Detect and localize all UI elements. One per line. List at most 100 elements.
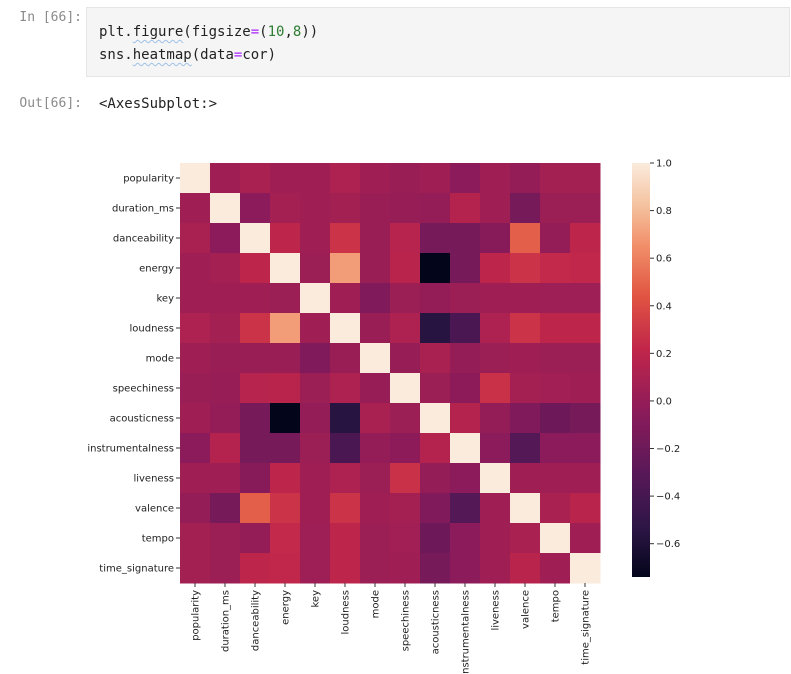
heatmap-cell	[480, 373, 511, 404]
y-tick-label: speechiness	[113, 384, 174, 395]
heatmap-cell	[330, 313, 361, 344]
y-tick-label: tempo	[142, 534, 174, 545]
heatmap-cell	[300, 343, 331, 374]
heatmap-cell	[300, 193, 331, 224]
heatmap-cell	[570, 493, 601, 524]
heatmap-cell	[540, 403, 571, 434]
heatmap-cell	[450, 403, 481, 434]
heatmap-cell	[330, 343, 361, 374]
colorbar-tick-label: −0.6	[656, 539, 680, 550]
heatmap-cell	[360, 523, 391, 554]
heatmap-cell	[510, 313, 541, 344]
heatmap-cell	[510, 523, 541, 554]
heatmap-cell	[330, 523, 361, 554]
heatmap-cell	[240, 253, 271, 284]
heatmap-cell	[540, 283, 571, 314]
heatmap-cell	[300, 283, 331, 314]
heatmap-cell	[210, 493, 241, 524]
heatmap-cell	[360, 463, 391, 494]
heatmap-cell	[450, 223, 481, 254]
heatmap-cell	[420, 223, 451, 254]
heatmap-cell	[240, 373, 271, 404]
heatmap-cell	[330, 373, 361, 404]
heatmap-cell	[360, 253, 391, 284]
heatmap-cell	[420, 283, 451, 314]
heatmap-cell	[270, 493, 301, 524]
heatmap-cell	[240, 163, 271, 194]
heatmap-cell	[330, 403, 361, 434]
heatmap-cell	[540, 463, 571, 494]
heatmap-cell	[180, 163, 211, 194]
heatmap-cell	[540, 373, 571, 404]
heatmap-cell	[510, 553, 541, 584]
heatmap-cell	[210, 193, 241, 224]
heatmap-cell	[510, 253, 541, 284]
heatmap-cell	[480, 553, 511, 584]
heatmap-cell	[240, 493, 271, 524]
code-cell[interactable]: plt.figure(figsize=(10,8)) sns.heatmap(d…	[86, 7, 790, 77]
heatmap-cell	[540, 193, 571, 224]
heatmap-cell	[450, 523, 481, 554]
y-tick-label: instrumentalness	[87, 444, 174, 455]
heatmap-cell	[270, 523, 301, 554]
heatmap-cell	[510, 163, 541, 194]
code-token-number: 10	[267, 24, 285, 40]
y-tick-label: liveness	[133, 474, 174, 485]
heatmap-cell	[480, 433, 511, 464]
code-token: (	[259, 24, 268, 40]
heatmap-cell	[570, 523, 601, 554]
x-tick-label: liveness	[491, 590, 502, 631]
heatmap-cell	[240, 283, 271, 314]
heatmap-cell	[450, 493, 481, 524]
heatmap-cell	[390, 373, 421, 404]
heatmap-cell	[240, 433, 271, 464]
x-tick-label: mode	[371, 590, 382, 618]
heatmap-cell	[210, 403, 241, 434]
heatmap-cell	[240, 223, 271, 254]
heatmap-cell	[570, 253, 601, 284]
code-token: plt.	[99, 24, 133, 40]
heatmap-cell	[390, 163, 421, 194]
colorbar-tick-label: 1.0	[656, 159, 672, 170]
heatmap-cell	[480, 223, 511, 254]
x-tick-label: popularity	[191, 590, 202, 641]
heatmap-cell	[450, 343, 481, 374]
heatmap-cell	[450, 193, 481, 224]
heatmap-cell	[180, 223, 211, 254]
code-token: (figsize	[183, 24, 251, 40]
x-tick-label: danceability	[251, 590, 262, 651]
heatmap-cell	[480, 523, 511, 554]
x-tick-label: valence	[521, 590, 532, 629]
heatmap-cell	[480, 253, 511, 284]
heatmap-cell	[360, 343, 391, 374]
heatmap-cell	[480, 493, 511, 524]
y-tick-label: popularity	[123, 174, 174, 185]
heatmap-cell	[540, 523, 571, 554]
x-tick-label: loudness	[341, 590, 352, 635]
heatmap-cell	[420, 163, 451, 194]
heatmap-cell	[480, 343, 511, 374]
heatmap-cell	[180, 193, 211, 224]
heatmap-cell	[420, 493, 451, 524]
heatmap-cell	[270, 253, 301, 284]
heatmap-cell	[270, 403, 301, 434]
heatmap-cell	[270, 553, 301, 584]
heatmap-cell	[570, 343, 601, 374]
heatmap-cell	[450, 253, 481, 284]
heatmap-cell	[450, 463, 481, 494]
heatmap-cell	[420, 313, 451, 344]
heatmap-cell	[180, 553, 211, 584]
heatmap-cell	[210, 463, 241, 494]
x-tick-label: speechiness	[401, 590, 412, 651]
heatmap-cell	[240, 463, 271, 494]
heatmap-cell	[570, 463, 601, 494]
heatmap-cell	[180, 433, 211, 464]
heatmap-cell	[210, 223, 241, 254]
heatmap-cell	[570, 193, 601, 224]
heatmap-cell	[540, 493, 571, 524]
x-tick-label: acousticness	[431, 590, 442, 654]
heatmap-cell	[480, 193, 511, 224]
heatmap-cell	[180, 283, 211, 314]
colorbar-tick-label: 0.4	[656, 301, 672, 312]
heatmap-cell	[570, 283, 601, 314]
